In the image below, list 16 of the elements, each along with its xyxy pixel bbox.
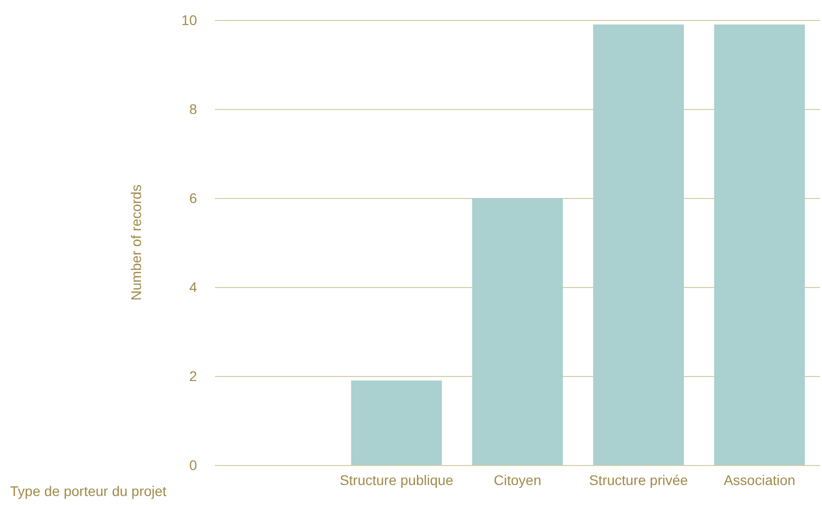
y-tick-label: 4 xyxy=(189,279,198,295)
y-tick-label: 6 xyxy=(189,190,198,206)
y-tick-label: 0 xyxy=(189,457,198,473)
x-tick-label: Association xyxy=(724,472,796,488)
bar xyxy=(593,24,684,465)
x-tick-label: Structure publique xyxy=(340,472,454,488)
bar xyxy=(714,24,805,465)
y-axis-title: Number of records xyxy=(128,184,144,300)
x-tick-label: Structure privée xyxy=(589,472,688,488)
y-tick-label: 8 xyxy=(189,101,198,117)
x-axis-title: Type de porteur du projet xyxy=(10,483,167,499)
y-tick-label: 2 xyxy=(189,368,198,384)
bar xyxy=(472,198,563,465)
y-tick-label: 10 xyxy=(181,12,198,28)
x-tick-label: Citoyen xyxy=(494,472,542,488)
bar xyxy=(351,380,442,465)
